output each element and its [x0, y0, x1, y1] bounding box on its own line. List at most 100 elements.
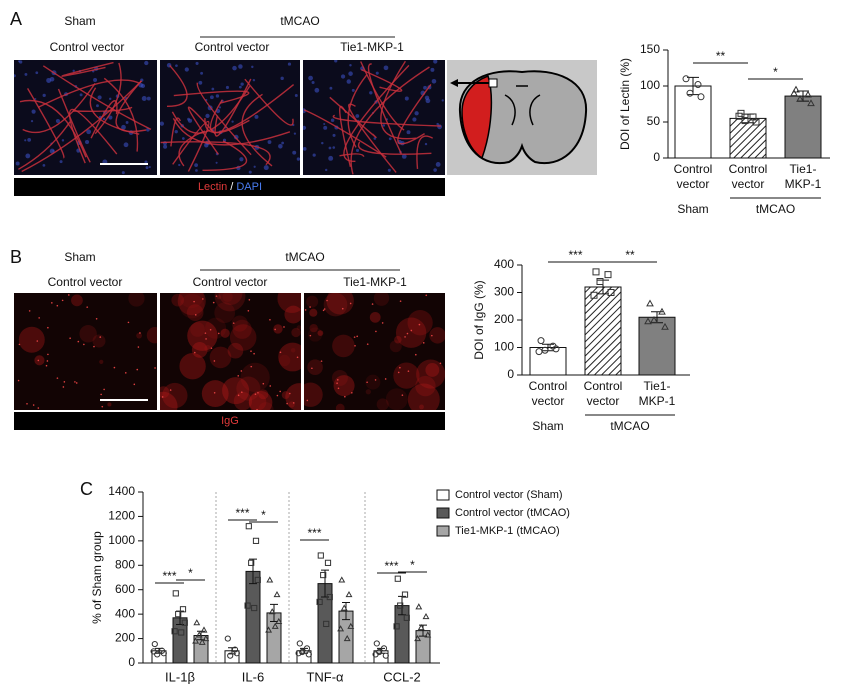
data-point [394, 575, 401, 582]
igg-dot [232, 322, 235, 324]
igg-dot [154, 367, 156, 369]
data-point [741, 117, 749, 125]
nucleus [296, 157, 300, 161]
micrograph [304, 293, 445, 410]
igg-signal [285, 383, 301, 410]
igg-dot [17, 379, 20, 382]
vessel [196, 82, 252, 156]
vessel [22, 83, 96, 134]
data-point [403, 614, 410, 621]
nucleus [311, 80, 315, 84]
stain-bar [14, 412, 445, 430]
igg-signal [233, 391, 253, 410]
nucleus [351, 88, 355, 92]
igg-dot [366, 343, 369, 345]
igg-signal [162, 382, 188, 409]
data-point [175, 611, 182, 618]
igg-dot [241, 391, 243, 394]
igg-dot [269, 319, 271, 321]
data-point [266, 576, 274, 583]
bar [729, 117, 767, 159]
igg-dot [237, 394, 240, 397]
nucleus [178, 163, 181, 167]
nucleus [52, 149, 55, 152]
igg-dot [407, 370, 410, 372]
nucleus [314, 87, 320, 93]
igg-signal [307, 359, 323, 376]
igg-signal [177, 293, 206, 316]
micrograph [303, 60, 445, 175]
igg-signal [92, 334, 106, 348]
nucleus [123, 142, 129, 148]
igg-signal [415, 375, 436, 397]
nucleus [248, 170, 252, 174]
igg-signal [284, 305, 301, 324]
data-point [305, 651, 312, 658]
nucleus [184, 67, 189, 72]
igg-dot [99, 336, 102, 338]
nucleus [79, 93, 83, 97]
igg-dot [209, 328, 212, 331]
igg-signal [232, 319, 252, 339]
x-tick-label: vector [732, 177, 765, 191]
nucleus [218, 106, 221, 109]
x-tick-label: IL-6 [242, 669, 264, 684]
stain-label: IgG [221, 415, 239, 427]
vessel [204, 84, 295, 134]
igg-dot [399, 300, 402, 302]
igg-signal [306, 295, 319, 308]
nucleus [267, 140, 272, 144]
data-point [323, 620, 330, 628]
nucleus [195, 169, 198, 172]
igg-signal [248, 392, 267, 410]
igg-signal [308, 327, 323, 342]
nucleus [238, 64, 243, 69]
igg-signal [373, 293, 390, 306]
data-point [393, 623, 400, 630]
nucleus [252, 78, 256, 82]
data-point [397, 602, 404, 609]
vessel [18, 121, 71, 170]
nucleus [292, 150, 297, 155]
igg-signal [160, 386, 170, 399]
igg-dot [410, 329, 413, 332]
igg-signal [331, 369, 348, 386]
data-point [268, 608, 276, 615]
igg-dot [133, 383, 136, 386]
data-point [295, 650, 302, 657]
nucleus [205, 113, 210, 119]
micrograph [160, 60, 300, 175]
panel-label: C [80, 479, 93, 499]
igg-dot [101, 405, 104, 408]
igg-dot [37, 359, 40, 362]
nucleus [328, 155, 334, 161]
data-point [661, 322, 669, 330]
data-point [401, 591, 409, 598]
nucleus [18, 60, 23, 64]
igg-signal [258, 402, 274, 410]
nucleus [441, 99, 444, 102]
significance-label: ** [716, 49, 726, 63]
igg-signal [317, 330, 324, 337]
igg-dot [306, 399, 309, 402]
igg-dot [103, 388, 105, 391]
igg-signal [395, 317, 427, 348]
igg-dot [217, 332, 220, 335]
igg-signal [205, 317, 227, 339]
lesion [461, 75, 493, 160]
image-title: Control vector [193, 275, 268, 289]
igg-dot [100, 393, 102, 396]
data-point [337, 625, 345, 632]
igg-signal [179, 353, 206, 380]
igg-signal [229, 324, 257, 351]
igg-dot [47, 326, 49, 329]
igg-dot [254, 393, 257, 395]
y-tick-label: 1200 [108, 509, 135, 523]
vessel [303, 109, 387, 158]
igg-dot [415, 353, 417, 356]
vessel [347, 74, 368, 148]
bar [784, 95, 822, 159]
vessel [90, 100, 118, 139]
igg-signal [231, 315, 248, 332]
